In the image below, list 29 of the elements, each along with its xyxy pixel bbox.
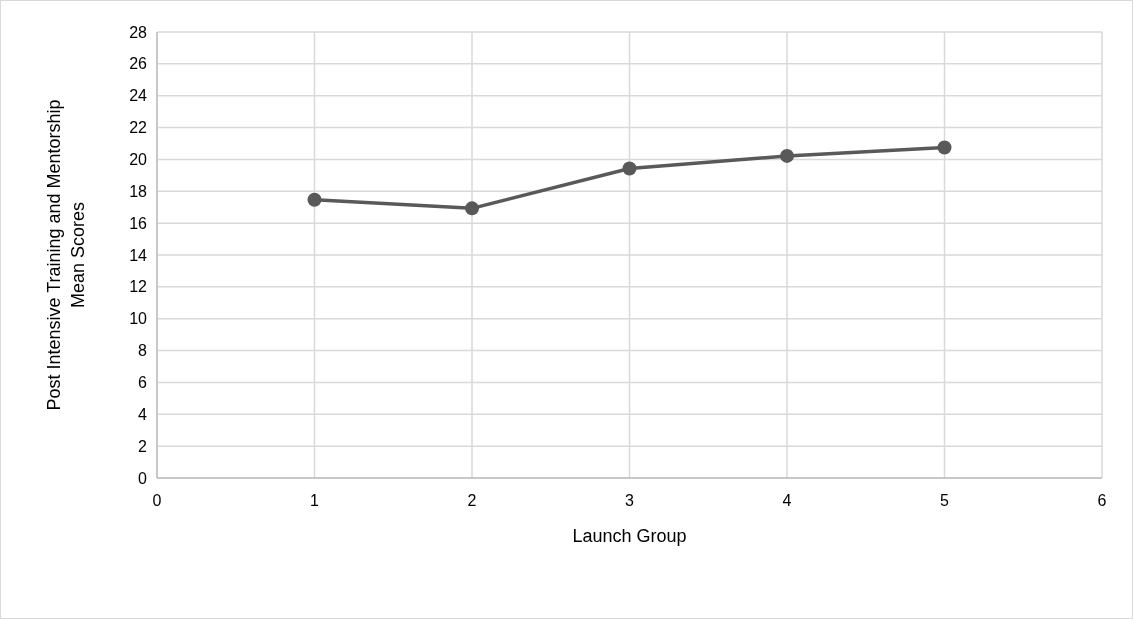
x-tick-label: 2 [467, 492, 477, 509]
point [465, 201, 479, 216]
y-tick-label: 4 [138, 405, 148, 423]
x-tick-label: 3 [625, 492, 635, 509]
y-tick-label: 2 [138, 437, 148, 455]
x-tick-label: 5 [940, 492, 950, 509]
y-tick-label: 24 [129, 87, 148, 105]
y-tick-label: 16 [129, 214, 148, 232]
y-tick-label: 22 [129, 119, 148, 137]
y-tick-label: 8 [138, 342, 148, 360]
point [937, 140, 952, 155]
x-tick-label: 6 [1097, 492, 1107, 509]
point [307, 192, 322, 207]
y-axis-title: Post Intensive Training and Mentorship Mean Scores [44, 99, 88, 411]
point [622, 161, 637, 176]
y-tick-label: 10 [129, 310, 148, 328]
y-tick-label: 20 [129, 151, 148, 169]
x-tick-label: 4 [782, 492, 792, 509]
x-tick-label: 1 [310, 492, 320, 509]
point [780, 148, 794, 163]
y-tick-label: 28 [129, 23, 148, 41]
y-tick-label: 12 [129, 278, 148, 296]
y-tick-label: 18 [129, 182, 148, 200]
x-tick-label: 0 [152, 492, 162, 509]
y-tick-label: 0 [138, 469, 148, 487]
x-axis-title: Launch Group [572, 526, 687, 546]
y-tick-label: 26 [129, 55, 148, 73]
y-tick-label: 6 [138, 374, 148, 392]
y-tick-label: 14 [129, 246, 148, 264]
